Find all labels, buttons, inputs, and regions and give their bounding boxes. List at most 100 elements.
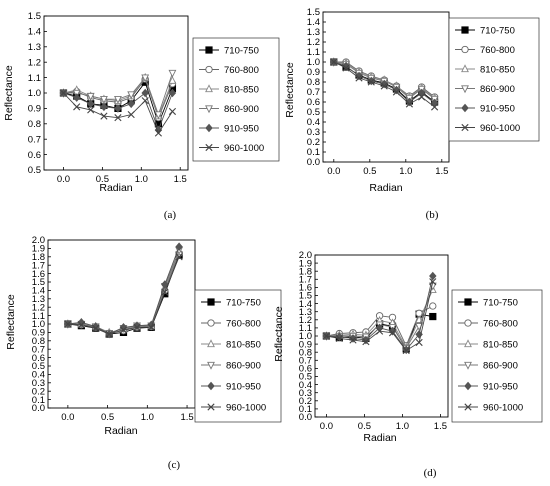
- legend-marker: [461, 45, 469, 54]
- y-tick-label: 1.5: [32, 277, 45, 288]
- legend-label: 910-950: [226, 382, 261, 393]
- y-tick-label: 1.4: [28, 27, 41, 38]
- data-point: [429, 278, 437, 286]
- y-tick-label: 0.0: [299, 412, 312, 423]
- x-tick-label: 0.0: [327, 166, 340, 177]
- y-tick-label: 0.5: [28, 165, 41, 176]
- panel-label: (d): [424, 467, 437, 479]
- y-tick-label: 0.6: [299, 364, 312, 375]
- legend-label: 810-850: [480, 65, 515, 76]
- data-point: [64, 320, 72, 328]
- legend-marker: [464, 403, 472, 411]
- legend-label: 960-1000: [226, 403, 266, 414]
- data-point: [168, 75, 177, 84]
- data-point: [392, 85, 401, 95]
- y-tick-label: 1.4: [307, 17, 320, 28]
- data-point: [429, 312, 437, 321]
- chart-panel-1: 0.5 0.6 0.7 0.8 0.9 1.0 1.1 1.2 1.3 1.4 1.5 0.0 0.5 1…: [3, 11, 280, 221]
- y-tick-label: 0.6: [32, 353, 45, 364]
- data-point: [105, 330, 113, 338]
- y-tick-label: 1.3: [32, 294, 45, 305]
- legend-marker: [205, 143, 213, 152]
- y-tick-label: 0.4: [299, 380, 312, 391]
- y-tick-label: 0.1: [307, 147, 320, 158]
- legend-marker: [207, 403, 215, 411]
- y-tick-label: 1.2: [307, 37, 320, 48]
- y-tick-label: 1.0: [28, 88, 41, 99]
- y-tick-label: 0.5: [307, 107, 320, 118]
- chart-panel-3: 0.00.10.20.30.40.50.60.70.80.91.01.11.21…: [5, 235, 282, 471]
- legend-label: 860-900: [480, 84, 515, 95]
- legend-box: [451, 289, 543, 423]
- x-tick-label: 0.0: [57, 174, 70, 185]
- x-tick-label: 0.0: [320, 421, 333, 432]
- data-point: [161, 288, 169, 296]
- panel-label: (b): [426, 209, 439, 221]
- panel-label: (a): [164, 209, 177, 221]
- y-tick-label: 2.0: [299, 250, 312, 261]
- x-tick-label: 1.0: [141, 412, 154, 423]
- panel-label: (c): [168, 459, 181, 471]
- y-tick-label: 1.6: [32, 269, 45, 280]
- data-point: [100, 96, 108, 104]
- x-axis-label: Radian: [99, 182, 132, 194]
- y-tick-label: 1.0: [299, 331, 312, 342]
- data-point: [154, 129, 163, 137]
- data-point: [429, 271, 437, 281]
- legend-label: 860-900: [224, 104, 259, 115]
- legend-marker: [205, 65, 213, 74]
- legend-label: 760-800: [226, 319, 261, 330]
- y-tick-label: 0.9: [307, 67, 320, 78]
- y-tick-label: 0.2: [307, 137, 320, 148]
- legend: 710-750 760-800 810-850 860-900 910-950 960-1…: [194, 289, 282, 423]
- y-tick-label: 0.0: [32, 403, 45, 414]
- y-tick-label: 0.1: [32, 395, 45, 406]
- data-point: [114, 104, 122, 113]
- legend-label: 760-800: [483, 319, 518, 330]
- legend-marker: [461, 64, 469, 73]
- y-tick-label: 1.1: [307, 47, 320, 58]
- x-tick-label: 1.0: [135, 174, 148, 185]
- data-point: [147, 323, 155, 331]
- y-tick-label: 0.9: [28, 104, 41, 115]
- data-point: [87, 106, 95, 114]
- y-tick-label: 1.0: [32, 319, 45, 330]
- y-tick-label: 0.2: [32, 386, 45, 397]
- y-tick-label: 0.8: [28, 119, 41, 130]
- data-point: [175, 242, 183, 252]
- y-axis-label: Reflectance: [3, 65, 15, 121]
- y-tick-label: 1.8: [299, 266, 312, 277]
- y-tick-label: 0.6: [307, 97, 320, 108]
- data-point: [133, 323, 141, 331]
- y-tick-label: 0.1: [299, 404, 312, 415]
- x-tick-label: 0.5: [363, 166, 376, 177]
- data-point: [91, 322, 100, 331]
- y-tick-label: 1.1: [28, 73, 41, 84]
- y-tick-label: 0.0: [307, 157, 320, 168]
- y-tick-label: 0.6: [28, 150, 41, 161]
- y-tick-label: 0.8: [307, 77, 320, 88]
- y-tick-label: 0.3: [32, 378, 45, 389]
- y-tick-label: 1.3: [299, 307, 312, 318]
- legend-marker: [461, 103, 469, 113]
- x-tick-label: 0.0: [61, 412, 74, 423]
- data-point: [431, 103, 439, 111]
- data-point: [133, 321, 141, 330]
- data-point: [141, 74, 150, 83]
- legend-marker: [464, 339, 472, 348]
- x-tick-label: 1.0: [399, 166, 412, 177]
- data-point: [73, 103, 81, 111]
- y-tick-label: 1.9: [32, 244, 45, 255]
- legend-label: 860-900: [226, 361, 261, 372]
- data-point: [59, 89, 68, 97]
- y-tick-label: 0.2: [299, 396, 312, 407]
- legend-box: [194, 289, 282, 423]
- data-point: [141, 88, 149, 98]
- legend-label: 710-750: [483, 298, 518, 309]
- legend-label: 810-850: [224, 85, 259, 96]
- legend-marker: [207, 381, 215, 391]
- legend-label: 710-750: [224, 46, 259, 57]
- legend-label: 860-900: [483, 361, 518, 372]
- y-tick-label: 1.1: [32, 311, 45, 322]
